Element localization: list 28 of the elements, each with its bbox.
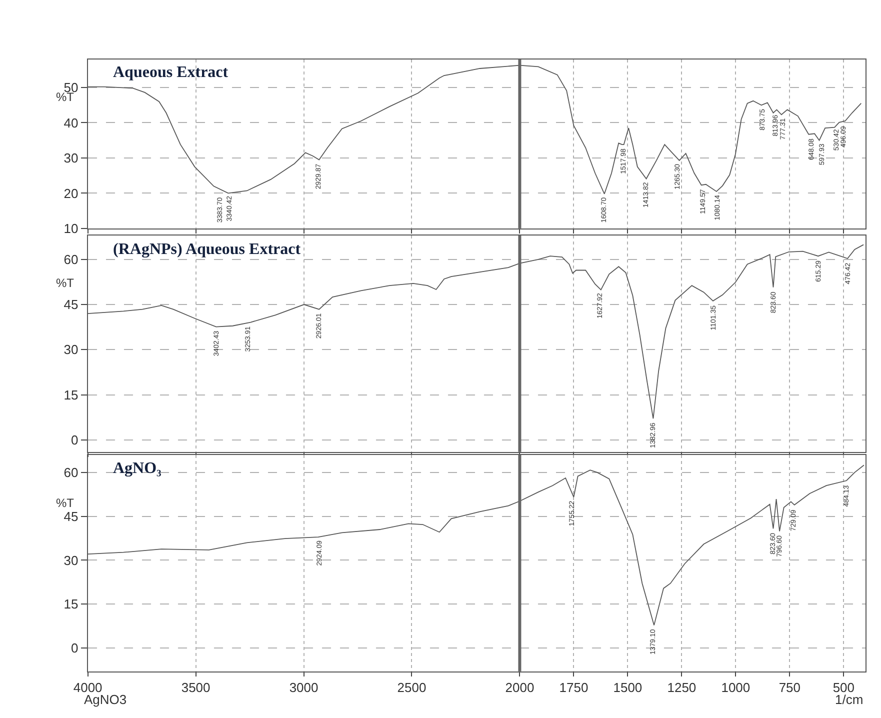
x-tick-label: 1750 <box>559 680 588 696</box>
y-tick-label: 45 <box>64 297 78 312</box>
y-axis-title: %T <box>56 496 75 510</box>
y-tick-label: 0 <box>70 640 78 656</box>
y-tick-label: 30 <box>64 150 78 166</box>
chart-title: AgNO₃ <box>113 460 162 477</box>
x-tick-label: 2000 <box>505 680 534 696</box>
x-tick-label: 3000 <box>289 680 318 696</box>
y-tick-label: 15 <box>64 387 78 402</box>
x-tick-label: 3500 <box>181 680 210 696</box>
y-tick-label: 30 <box>64 552 78 568</box>
x-tick-label: 1000 <box>721 680 750 696</box>
y-tick-label: 60 <box>64 464 78 480</box>
y-tick-label: 0 <box>70 432 78 448</box>
y-tick-label: 20 <box>64 186 78 201</box>
y-tick-label: 30 <box>64 342 78 358</box>
y-tick-label: 60 <box>64 252 78 267</box>
y-tick-label: 15 <box>64 596 78 612</box>
chart-title: Aqueous Extract <box>113 64 229 81</box>
x-tick-label: 1250 <box>667 680 696 696</box>
x-tick-label: 2500 <box>397 680 426 696</box>
y-tick-label: 40 <box>64 115 78 130</box>
y-tick-label: 10 <box>64 220 78 236</box>
y-axis-title: %T <box>56 276 75 290</box>
x-tick-label: 750 <box>778 680 801 696</box>
y-tick-label: 45 <box>64 508 78 524</box>
x-tick-label: 1500 <box>613 680 642 696</box>
chart-title: (RAgNPs) Aqueous Extract <box>113 241 302 258</box>
